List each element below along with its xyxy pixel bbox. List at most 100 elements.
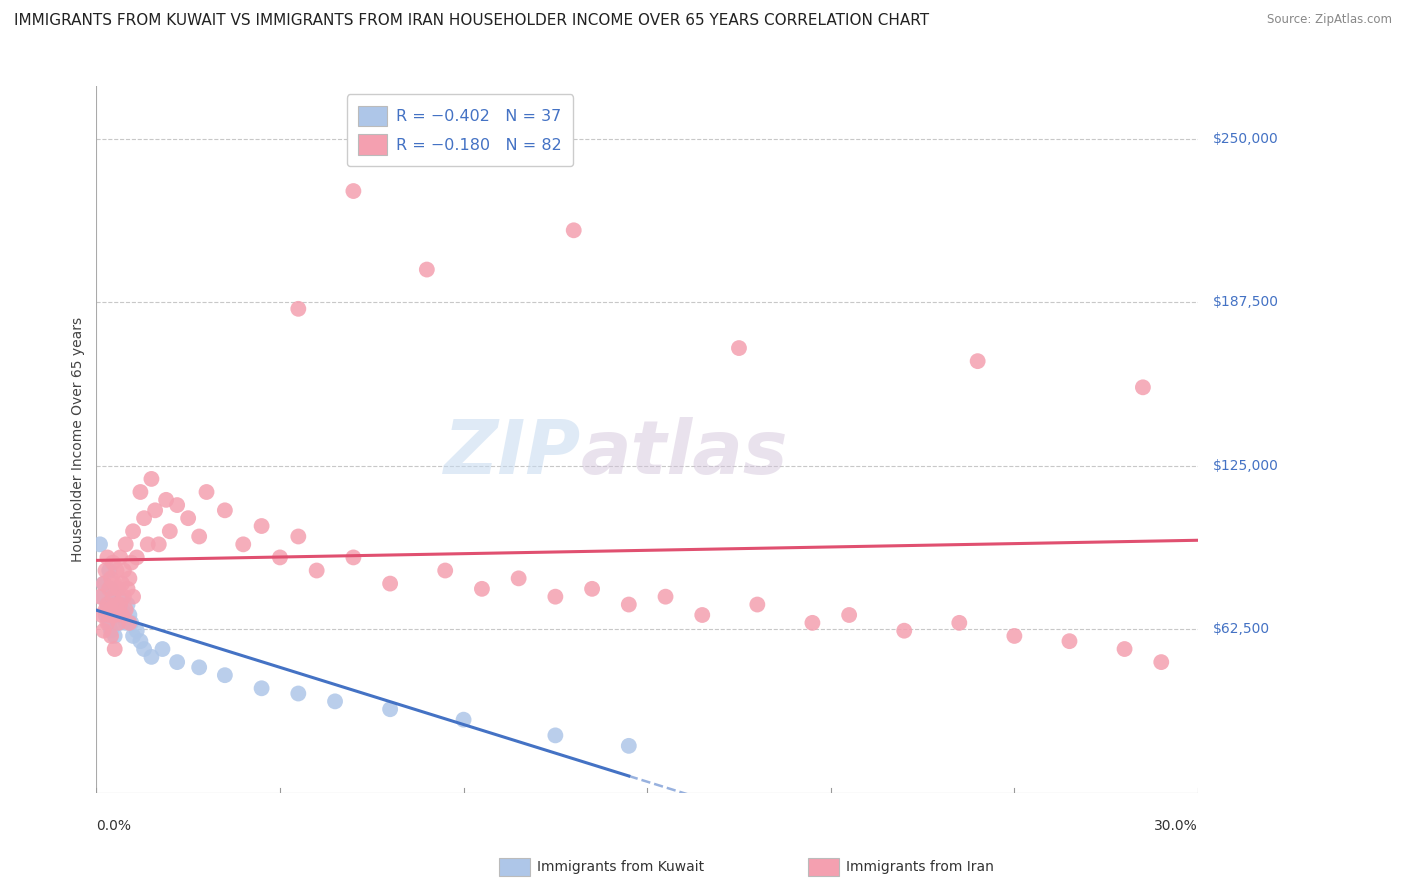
Point	[1132, 380, 1154, 394]
Point	[114, 615, 136, 630]
Point	[214, 503, 236, 517]
Point	[100, 571, 122, 585]
Point	[111, 576, 134, 591]
Point	[100, 629, 122, 643]
Point	[838, 607, 860, 622]
Point	[104, 607, 127, 622]
Point	[94, 603, 117, 617]
Point	[105, 598, 128, 612]
Point	[342, 550, 364, 565]
Text: Immigrants from Iran: Immigrants from Iran	[846, 860, 994, 874]
Point	[96, 615, 118, 630]
Y-axis label: Householder Income Over 65 years: Householder Income Over 65 years	[72, 317, 86, 562]
Point	[104, 576, 127, 591]
Text: atlas: atlas	[581, 417, 789, 491]
Point	[122, 524, 145, 539]
Point	[166, 655, 188, 669]
Point	[98, 564, 121, 578]
Point	[107, 590, 129, 604]
Point	[104, 629, 127, 643]
Point	[93, 576, 115, 591]
Point	[544, 590, 567, 604]
Point	[232, 537, 254, 551]
Point	[118, 615, 141, 630]
Point	[143, 503, 166, 517]
Point	[114, 537, 136, 551]
Point	[90, 590, 112, 604]
Point	[305, 564, 328, 578]
Point	[122, 590, 145, 604]
Point	[287, 686, 309, 700]
Point	[152, 642, 174, 657]
Point	[118, 571, 141, 585]
Point	[98, 615, 121, 630]
Point	[89, 590, 111, 604]
Point	[112, 590, 135, 604]
Point	[250, 681, 273, 696]
Point	[1150, 655, 1173, 669]
Point	[112, 607, 135, 622]
Point	[100, 603, 122, 617]
Point	[617, 598, 640, 612]
Text: $250,000: $250,000	[1213, 132, 1278, 145]
Point	[801, 615, 824, 630]
Point	[434, 564, 457, 578]
Legend: R = −0.402   N = 37, R = −0.180   N = 82: R = −0.402 N = 37, R = −0.180 N = 82	[347, 95, 574, 166]
Point	[342, 184, 364, 198]
Point	[617, 739, 640, 753]
Point	[214, 668, 236, 682]
Text: Immigrants from Kuwait: Immigrants from Kuwait	[537, 860, 704, 874]
Point	[112, 564, 135, 578]
Point	[100, 582, 122, 596]
Point	[250, 519, 273, 533]
Point	[155, 492, 177, 507]
Point	[948, 615, 970, 630]
Point	[93, 576, 115, 591]
Point	[100, 624, 122, 638]
Point	[148, 537, 170, 551]
Point	[166, 498, 188, 512]
Text: 30.0%: 30.0%	[1154, 819, 1198, 833]
Point	[94, 564, 117, 578]
Point	[101, 556, 124, 570]
Point	[416, 262, 439, 277]
Point	[141, 649, 163, 664]
Point	[98, 582, 121, 596]
Point	[125, 550, 148, 565]
Text: $125,000: $125,000	[1213, 458, 1278, 473]
Point	[107, 582, 129, 596]
Text: 0.0%: 0.0%	[97, 819, 131, 833]
Point	[378, 702, 401, 716]
Point	[101, 590, 124, 604]
Point	[1059, 634, 1081, 648]
Point	[104, 595, 127, 609]
Point	[1002, 629, 1025, 643]
Point	[120, 615, 142, 630]
Point	[453, 713, 475, 727]
Point	[117, 582, 139, 596]
Point	[96, 598, 118, 612]
Point	[132, 511, 155, 525]
Point	[562, 223, 585, 237]
Point	[269, 550, 291, 565]
Point	[114, 603, 136, 617]
Point	[1114, 642, 1136, 657]
Point	[690, 607, 713, 622]
Point	[966, 354, 988, 368]
Point	[96, 550, 118, 565]
Point	[101, 603, 124, 617]
Point	[90, 607, 112, 622]
Point	[141, 472, 163, 486]
Point	[508, 571, 530, 585]
Point	[129, 634, 152, 648]
Point	[111, 603, 134, 617]
Point	[98, 607, 121, 622]
Point	[122, 629, 145, 643]
Point	[893, 624, 915, 638]
Point	[107, 615, 129, 630]
Point	[159, 524, 181, 539]
Point	[581, 582, 603, 596]
Point	[323, 694, 346, 708]
Point	[105, 564, 128, 578]
Point	[471, 582, 494, 596]
